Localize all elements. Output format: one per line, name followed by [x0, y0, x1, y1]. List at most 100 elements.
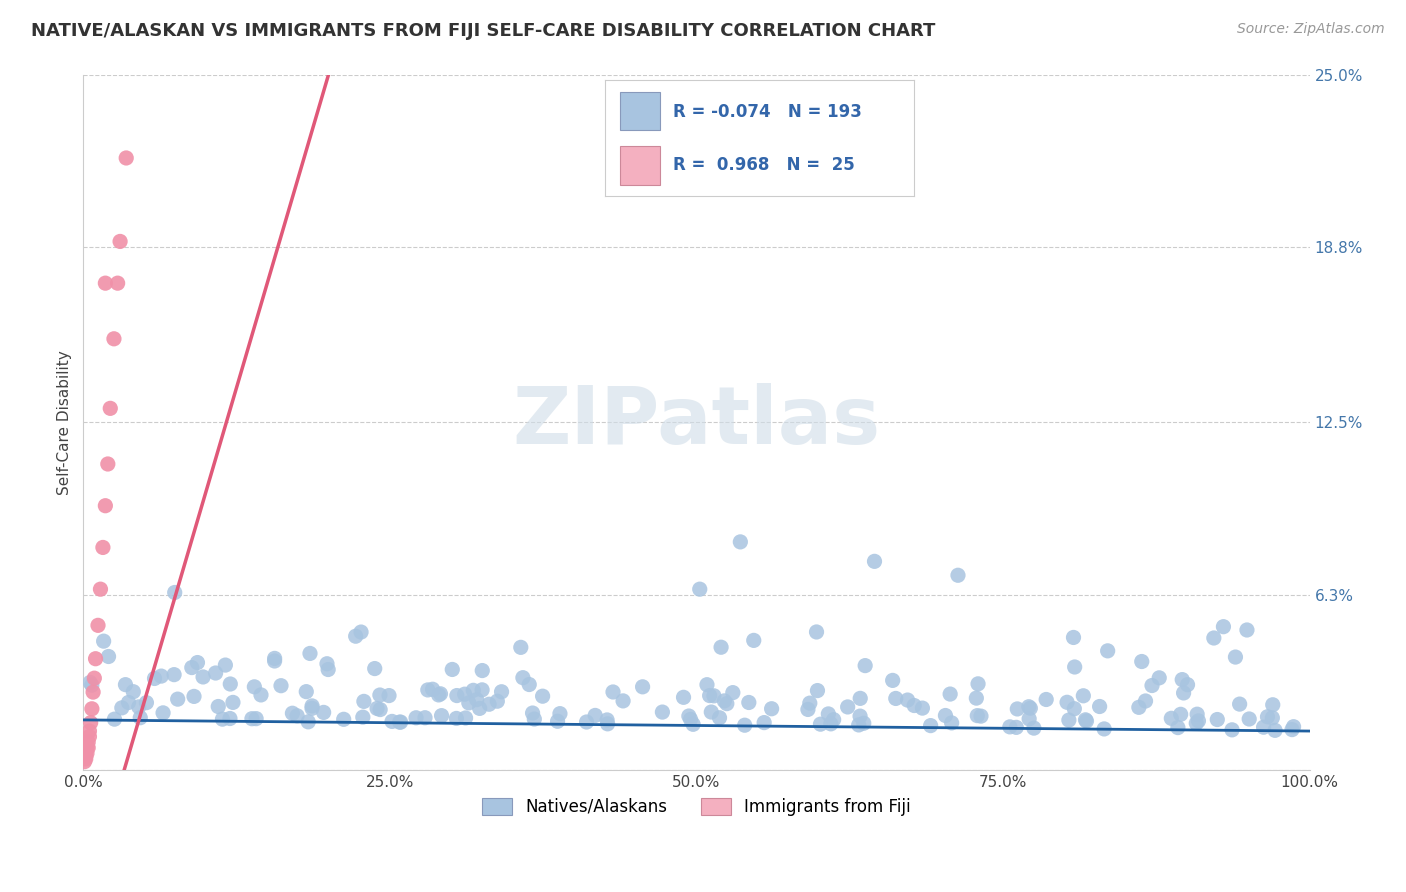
Point [471, 664, 494, 678]
Point [453, 687, 475, 701]
Point [405, 711, 427, 725]
Point [946, 568, 969, 582]
Point [761, 702, 783, 716]
Point [806, 624, 828, 639]
Point [716, 697, 738, 711]
Point [364, 662, 387, 676]
Point [446, 689, 468, 703]
Point [79, 724, 101, 739]
Point [548, 706, 571, 721]
Point [1202, 631, 1225, 645]
Point [103, 712, 125, 726]
Point [243, 680, 266, 694]
Point [297, 714, 319, 729]
Point [350, 625, 373, 640]
Point [920, 718, 942, 732]
Text: R = -0.074   N = 193: R = -0.074 N = 193 [672, 103, 862, 120]
Point [298, 647, 321, 661]
Point [754, 715, 776, 730]
Point [316, 657, 339, 671]
Point [700, 705, 723, 719]
Point [152, 706, 174, 720]
Point [710, 640, 733, 655]
Point [79, 675, 101, 690]
Point [135, 696, 157, 710]
Point [250, 688, 273, 702]
Point [222, 695, 245, 709]
Point [575, 714, 598, 729]
Point [1035, 692, 1057, 706]
Point [471, 682, 494, 697]
Point [734, 718, 756, 732]
Point [430, 708, 453, 723]
Point [1076, 714, 1098, 728]
Point [1282, 720, 1305, 734]
FancyBboxPatch shape [620, 146, 661, 185]
Point [128, 699, 150, 714]
Point [817, 706, 839, 721]
Point [1130, 655, 1153, 669]
Point [117, 696, 139, 710]
Point [207, 699, 229, 714]
Point [1135, 694, 1157, 708]
Point [703, 689, 725, 703]
Point [486, 694, 509, 708]
Point [631, 680, 654, 694]
Point [75, 752, 97, 766]
Point [1236, 623, 1258, 637]
Point [1063, 702, 1085, 716]
Point [911, 701, 934, 715]
FancyBboxPatch shape [620, 92, 661, 130]
Point [263, 651, 285, 665]
Point [1074, 713, 1097, 727]
Point [849, 691, 872, 706]
Point [163, 667, 186, 681]
Point [1092, 722, 1115, 736]
Point [823, 713, 845, 727]
Point [1253, 720, 1275, 734]
Point [381, 714, 404, 729]
Point [602, 685, 624, 699]
Point [1088, 699, 1111, 714]
Point [465, 692, 488, 706]
Point [512, 671, 534, 685]
Point [612, 694, 634, 708]
Point [97, 457, 120, 471]
Point [934, 708, 956, 723]
Point [422, 682, 444, 697]
Point [77, 735, 100, 749]
Point [301, 701, 323, 715]
Point [1185, 716, 1208, 731]
Point [219, 712, 242, 726]
Text: ZIPatlas: ZIPatlas [512, 384, 880, 461]
Point [91, 541, 114, 555]
Point [903, 698, 925, 713]
Point [76, 747, 98, 761]
Point [689, 582, 711, 597]
Point [295, 684, 318, 698]
Point [696, 678, 718, 692]
Point [108, 235, 131, 249]
Point [427, 688, 450, 702]
Point [1281, 723, 1303, 737]
Point [186, 656, 208, 670]
Point [84, 651, 107, 665]
Point [522, 706, 544, 720]
Point [1187, 714, 1209, 728]
Point [1019, 701, 1042, 715]
Point [1177, 678, 1199, 692]
Point [896, 693, 918, 707]
Point [863, 554, 886, 568]
Point [797, 702, 820, 716]
Point [219, 677, 242, 691]
Point [163, 585, 186, 599]
Point [107, 276, 129, 290]
Point [1225, 650, 1247, 665]
Point [80, 678, 103, 692]
Point [672, 690, 695, 705]
Point [478, 698, 501, 712]
Point [1018, 712, 1040, 726]
Point [80, 702, 103, 716]
Point [281, 706, 304, 721]
Legend: Natives/Alaskans, Immigrants from Fiji: Natives/Alaskans, Immigrants from Fiji [474, 789, 920, 824]
